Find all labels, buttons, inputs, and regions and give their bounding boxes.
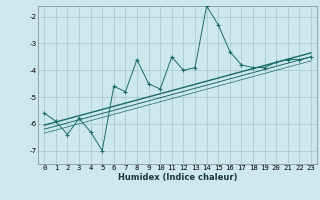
X-axis label: Humidex (Indice chaleur): Humidex (Indice chaleur) — [118, 173, 237, 182]
